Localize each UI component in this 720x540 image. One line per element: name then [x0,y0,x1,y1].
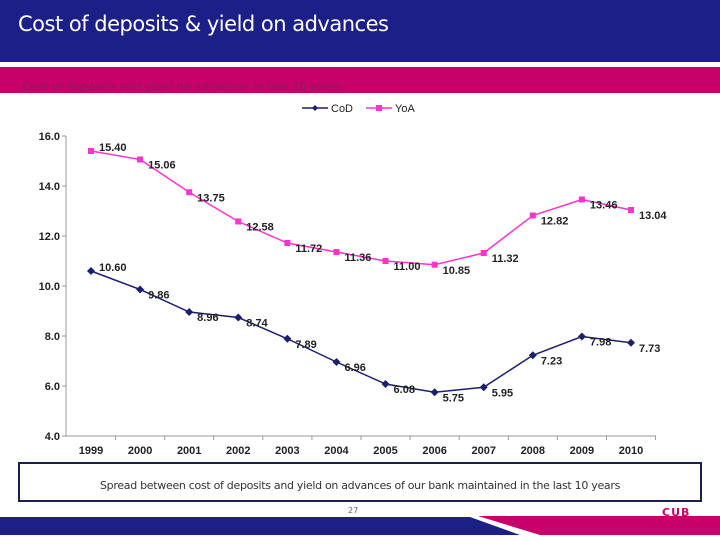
cod-data-label: 7.98 [590,337,611,349]
summary-note: Spread between cost of deposits and yiel… [18,462,702,502]
page-title: Cost of deposits & yield on advances [18,12,389,36]
x-tick-label: 2009 [570,445,594,457]
legend-yoa-marker [376,105,382,111]
x-tick-label: 2004 [324,445,349,457]
legend-cod-marker [312,105,318,111]
cod-data-label: 7.23 [541,355,562,367]
x-tick-label: 2007 [471,445,495,457]
cod-data-label: 7.73 [639,343,660,355]
yoa-point [628,207,634,213]
cod-data-label: 10.60 [99,262,127,274]
cod-point [283,334,292,343]
cod-data-label: 8.96 [197,312,218,324]
yoa-point [88,148,94,154]
cub-logo: CUB [662,506,691,519]
x-tick-label: 2002 [226,445,250,457]
yoa-point [137,156,144,163]
yoa-data-label: 15.06 [148,160,176,172]
yoa-data-label: 10.85 [443,265,471,277]
yoa-data-label: 11.36 [344,252,371,264]
yoa-point [186,189,193,196]
y-tick-label: 10.0 [39,281,60,293]
accent-band [0,67,720,93]
yoa-point [382,258,389,264]
yoa-point [235,218,242,225]
chart-title: Cost of deposits and yield on advances i… [22,80,342,93]
x-tick-label: 2005 [373,445,397,457]
cod-line [90,270,632,394]
yoa-line [90,150,632,266]
cod-point [332,358,341,366]
header-bar: Cost of deposits & yield on advances [0,0,720,62]
cod-data-label: 6.08 [394,384,415,396]
yoa-point [284,240,291,246]
yoa-data-label: 12.82 [541,216,569,228]
legend-yoa-label: YoA [395,103,415,115]
yoa-data-label: 11.72 [295,243,322,255]
y-tick-label: 16.0 [39,131,60,143]
yoa-point [431,261,438,268]
yoa-point [480,250,487,256]
y-tick-label: 6.0 [45,381,60,393]
x-tick-label: 2006 [422,445,446,457]
x-tick-label: 2001 [177,445,201,457]
cod-point [381,380,390,388]
cod-point [528,351,537,360]
cod-data-label: 6.96 [344,362,365,374]
x-tick-label: 2000 [128,445,152,457]
cod-data-label: 9.86 [148,290,169,302]
x-tick-label: 1999 [79,445,103,457]
x-tick-label: 2008 [521,445,545,457]
yoa-data-label: 15.40 [99,142,127,154]
cod-point [627,338,635,347]
cod-point [136,285,145,294]
x-tick-label: 2010 [619,445,643,457]
yoa-point [333,249,340,255]
cod-point [87,267,95,275]
yoa-data-label: 13.75 [197,192,225,204]
yoa-point [529,212,536,219]
cod-data-label: 5.95 [492,387,513,399]
page-number: 27 [348,506,359,515]
cod-data-label: 7.89 [295,339,316,351]
y-tick-label: 4.0 [45,431,60,443]
yoa-data-label: 13.04 [639,210,667,222]
cod-point [430,388,439,397]
yoa-data-label: 12.58 [246,222,274,234]
cod-point [479,383,488,392]
yoa-data-label: 11.32 [492,253,519,265]
x-tick-label: 2003 [275,445,299,457]
legend-cod-label: CoD [331,103,353,115]
yoa-point [578,196,585,203]
y-tick-label: 14.0 [39,181,60,193]
cod-data-label: 5.75 [443,392,464,404]
cod-data-label: 8.74 [246,318,268,330]
cod-point [185,308,194,316]
cod-point [577,332,586,341]
cod-point [234,313,243,322]
y-tick-label: 12.0 [39,231,60,243]
yoa-data-label: 13.46 [590,200,618,212]
yoa-data-label: 11.00 [394,261,421,273]
y-tick-label: 8.0 [45,331,60,343]
